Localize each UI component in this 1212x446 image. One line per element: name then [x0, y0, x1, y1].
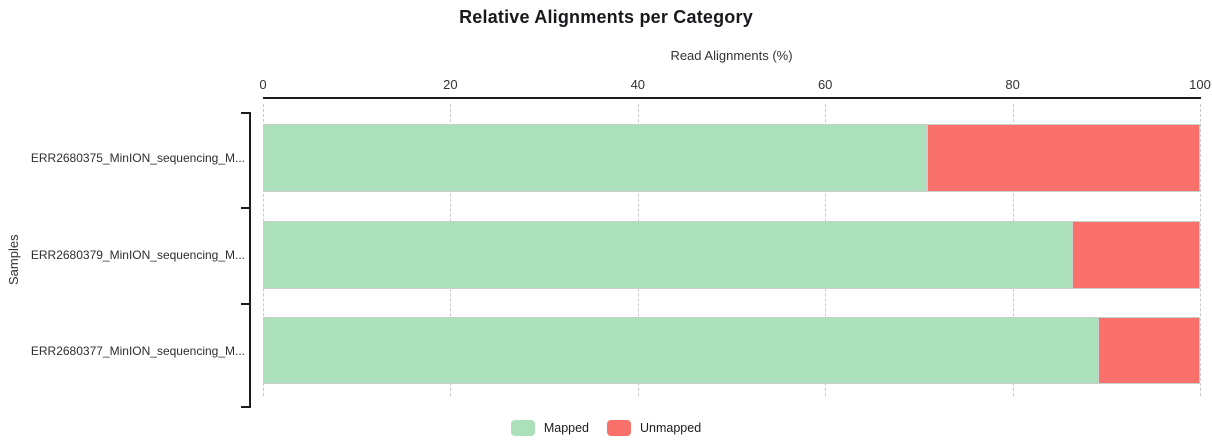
legend-label: Unmapped — [640, 421, 702, 435]
category-label: ERR2680377_MinION_sequencing_M... — [30, 344, 245, 358]
x-axis-title: Read Alignments (%) — [670, 48, 793, 63]
legend-item-unmapped[interactable]: Unmapped — [607, 420, 701, 436]
legend-swatch-unmapped — [607, 420, 632, 436]
legend-swatch-mapped — [510, 420, 535, 436]
x-tick-label: 80 — [1005, 77, 1020, 92]
bar-segment-unmapped[interactable] — [927, 124, 1200, 192]
bar-row — [263, 124, 1200, 192]
y-axis-bracket-tick — [241, 303, 250, 305]
legend-item-mapped[interactable]: Mapped — [510, 420, 590, 436]
bar-row — [263, 221, 1200, 289]
bar-segment-mapped[interactable] — [263, 124, 928, 192]
gridline — [1200, 104, 1201, 396]
y-axis-bracket-tick — [241, 207, 250, 209]
legend-label: Mapped — [543, 421, 590, 435]
x-tick-label: 40 — [630, 77, 646, 92]
y-axis-bracket-tick — [241, 406, 250, 408]
y-axis-bracket-tick — [241, 112, 250, 114]
bar-segment-mapped[interactable] — [263, 317, 1098, 384]
x-tick-label: 60 — [817, 77, 833, 92]
bar-segment-unmapped[interactable] — [1097, 317, 1200, 384]
x-tick-label: 100 — [1189, 77, 1211, 92]
chart-title: Relative Alignments per Category — [459, 7, 753, 27]
category-label: ERR2680379_MinION_sequencing_M... — [30, 248, 245, 262]
bar-segment-mapped[interactable] — [263, 221, 1072, 289]
x-tick-label: 0 — [259, 77, 267, 92]
y-axis-bracket-line — [249, 112, 251, 408]
x-tick-label: 20 — [443, 77, 458, 92]
bar-segment-unmapped[interactable] — [1071, 221, 1200, 289]
bar-row — [263, 317, 1200, 384]
legend: Mapped Unmapped — [0, 420, 1212, 436]
category-label: ERR2680375_MinION_sequencing_M... — [30, 151, 245, 165]
x-axis-line — [263, 97, 1201, 99]
